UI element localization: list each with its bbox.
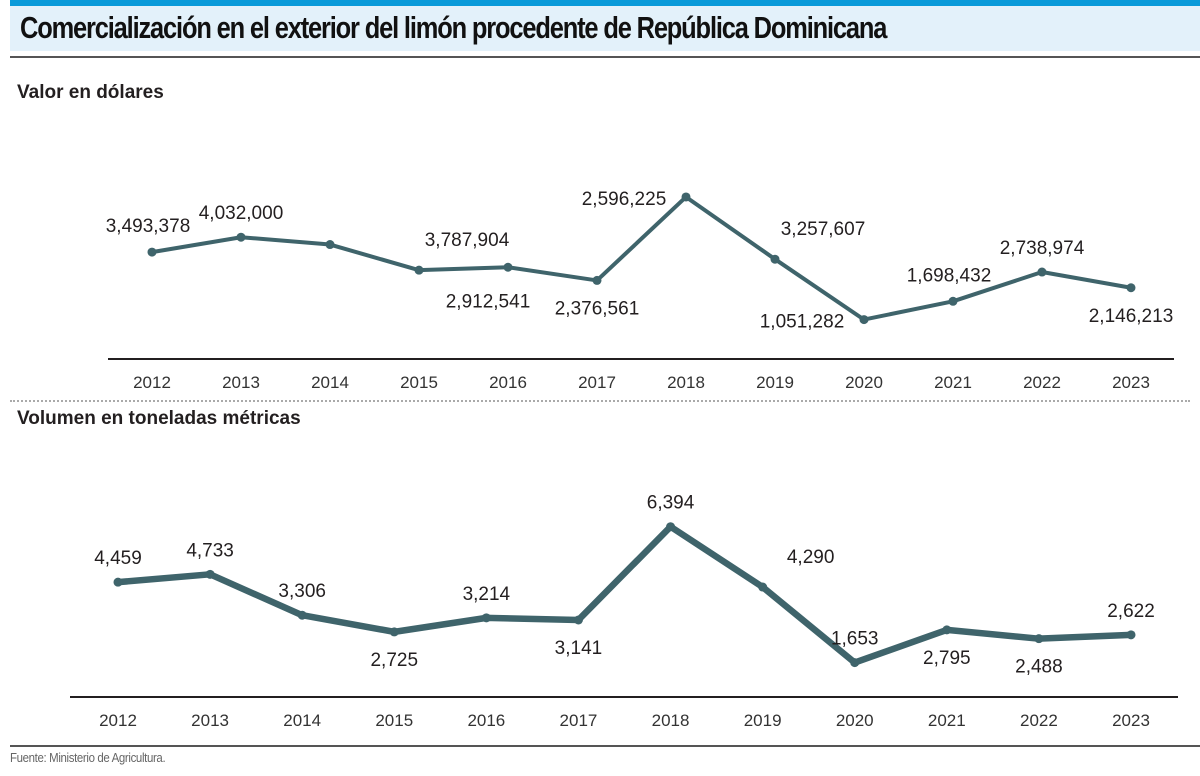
data-point [389, 627, 399, 637]
data-point [1034, 634, 1044, 644]
x-tick-label: 2023 [1112, 711, 1150, 730]
x-tick-label: 2020 [845, 373, 883, 392]
x-tick-label: 2018 [667, 373, 705, 392]
data-label: 2,795 [923, 648, 971, 669]
data-label: 3,493,378 [106, 216, 191, 237]
x-tick-label: 2014 [311, 373, 349, 392]
data-point [592, 275, 602, 285]
data-point [1126, 630, 1136, 640]
title-band [10, 6, 1200, 51]
footer-divider [10, 745, 1200, 747]
data-point [758, 582, 768, 592]
data-point [147, 247, 157, 257]
data-label: 2,912,541 [446, 291, 531, 312]
chart-title-value: Valor en dólares [17, 82, 164, 103]
data-point [414, 265, 424, 275]
data-label: 3,306 [278, 581, 326, 602]
header-accent-bar [10, 0, 1200, 6]
data-label: 2,376,561 [555, 298, 640, 319]
data-label: 2,596,225 [582, 189, 667, 210]
x-tick-label: 2014 [283, 711, 321, 730]
data-point [205, 569, 215, 579]
x-tick-label: 2016 [467, 711, 505, 730]
data-point [1126, 283, 1136, 293]
data-label: 3,141 [555, 638, 603, 659]
series-line [150, 194, 1133, 322]
data-label: 2,146,213 [1089, 306, 1174, 327]
data-point [113, 577, 123, 587]
x-tick-label: 2016 [489, 373, 527, 392]
data-label: 1,653 [831, 629, 879, 650]
data-label: 4,290 [787, 547, 835, 568]
x-tick-label: 2017 [578, 373, 616, 392]
data-point [236, 232, 246, 242]
data-label: 2,725 [370, 650, 418, 671]
data-point [859, 315, 869, 325]
data-point [325, 240, 335, 250]
value-line-chart: 2012 2013 2014 2015 2016 2017 2018 2019 2020 2021… [106, 189, 1174, 392]
chart-title-volume: Volumen en toneladas métricas [17, 408, 301, 429]
data-label: 2,488 [1015, 657, 1063, 678]
data-point [942, 625, 952, 635]
x-tick-label: 2019 [744, 711, 782, 730]
data-point [850, 658, 860, 668]
x-tick-label: 2018 [652, 711, 690, 730]
x-tick-label: 2019 [756, 373, 794, 392]
data-point [1037, 267, 1047, 277]
data-point [948, 296, 958, 306]
data-label: 3,787,904 [425, 230, 510, 251]
data-label: 1,051,282 [760, 312, 845, 333]
x-tick-label: 2013 [191, 711, 229, 730]
data-label: 3,214 [463, 584, 511, 605]
x-tick-label: 2012 [99, 711, 137, 730]
title-divider [10, 56, 1200, 58]
data-label: 4,459 [94, 548, 142, 569]
data-label: 4,733 [186, 540, 234, 561]
x-tick-label: 2015 [375, 711, 413, 730]
data-point [481, 613, 491, 623]
data-point [503, 262, 513, 272]
x-tick-label: 2022 [1020, 711, 1058, 730]
data-label: 2,622 [1107, 601, 1155, 622]
data-point [681, 192, 691, 202]
volume-line-chart: 2012 2013 2014 2015 2016 2017 2018 2019 2020 2021… [70, 493, 1178, 730]
x-tick-label: 2023 [1112, 373, 1150, 392]
data-label: 3,257,607 [781, 219, 866, 240]
data-point [297, 610, 307, 620]
data-label: 6,394 [647, 493, 695, 514]
x-tick-label: 2017 [560, 711, 598, 730]
x-tick-label: 2013 [222, 373, 260, 392]
x-tick-label: 2015 [400, 373, 438, 392]
data-point [666, 522, 676, 532]
x-tick-label: 2012 [133, 373, 171, 392]
series-line [114, 523, 1135, 666]
data-label: 2,738,974 [1000, 238, 1085, 259]
source-note: Fuente: Ministerio de Agricultura. [10, 750, 166, 765]
page-title: Comercialización en el exterior del limó… [20, 10, 887, 45]
x-tick-label: 2020 [836, 711, 874, 730]
section-divider [10, 400, 1190, 402]
x-tick-label: 2021 [934, 373, 972, 392]
x-tick-label: 2022 [1023, 373, 1061, 392]
data-label: 4,032,000 [199, 203, 284, 224]
data-point [770, 254, 780, 264]
data-point [573, 615, 583, 625]
data-label: 1,698,432 [907, 265, 992, 286]
x-tick-label: 2021 [928, 711, 966, 730]
